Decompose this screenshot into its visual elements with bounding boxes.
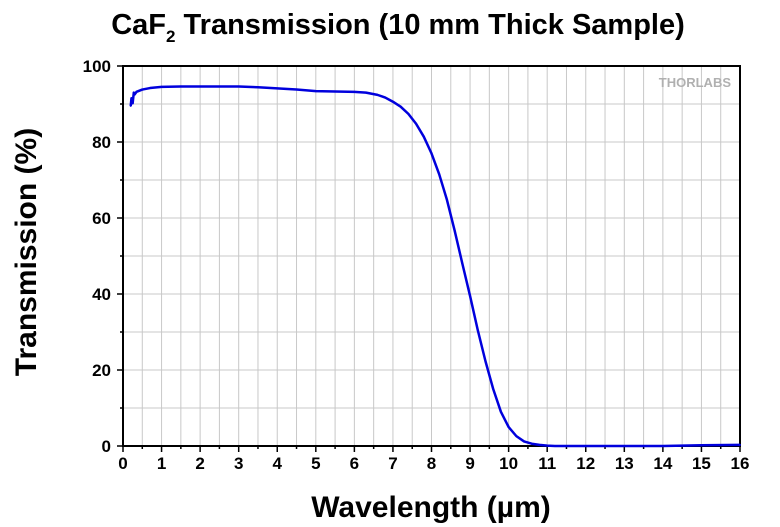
x-tick-label: 1 (157, 454, 166, 473)
data-point (399, 105, 402, 108)
data-point (469, 294, 472, 297)
data-point (538, 443, 541, 446)
chart-title: CaF2 Transmission (10 mm Thick Sample) (111, 9, 685, 46)
data-point (700, 444, 703, 447)
data-point (129, 104, 132, 107)
x-tick-label: 11 (538, 454, 556, 473)
data-point (276, 87, 279, 90)
y-tick-label: 40 (92, 285, 111, 304)
data-point (314, 90, 317, 93)
x-tick-label: 6 (350, 454, 359, 473)
y-tick-labels: 0 20 40 60 80 100 (83, 57, 111, 456)
x-tick-label: 15 (692, 454, 711, 473)
data-point (353, 90, 356, 93)
data-point (523, 440, 526, 443)
data-point (131, 102, 134, 105)
y-axis-label: Transmission (%) (10, 128, 43, 376)
data-point (135, 90, 138, 93)
x-tick-label: 7 (388, 454, 397, 473)
x-tick-labels: 0 1 2 3 4 5 6 7 8 9 10 11 12 13 14 15 16 (118, 454, 749, 473)
data-point (453, 229, 456, 232)
data-point (295, 88, 298, 91)
title-main: CaF (111, 9, 166, 41)
data-point (384, 96, 387, 99)
data-point (507, 426, 510, 428)
grid (123, 66, 740, 446)
data-point (179, 85, 182, 88)
data-point (237, 85, 240, 88)
x-tick-label: 3 (234, 454, 243, 473)
data-point (515, 435, 518, 438)
data-point (445, 198, 448, 201)
y-tick-label: 100 (83, 57, 111, 76)
data-point (499, 410, 502, 413)
x-tick-label: 9 (465, 454, 474, 473)
y-tick-label: 60 (92, 209, 111, 228)
data-point (584, 445, 587, 447)
data-point (565, 445, 568, 447)
data-point (415, 122, 418, 125)
data-point (132, 91, 135, 94)
x-axis-label: Wavelength (µm) (311, 491, 551, 524)
data-point (461, 262, 464, 265)
data-point (199, 85, 202, 88)
data-point (422, 135, 425, 138)
data-point (739, 443, 741, 446)
data-point (623, 445, 626, 447)
data-point (141, 88, 144, 91)
x-tick-label: 2 (195, 454, 204, 473)
title-subscript: 2 (166, 27, 175, 46)
data-point (492, 388, 495, 390)
x-tick-label: 0 (118, 454, 127, 473)
x-tick-label: 8 (427, 454, 436, 473)
data-point (530, 442, 533, 445)
y-tick-label: 0 (102, 437, 111, 456)
data-point (148, 87, 151, 90)
data-point (130, 97, 133, 100)
data-point (218, 85, 221, 88)
data-point (476, 329, 479, 332)
data-point (438, 173, 441, 176)
data-point (334, 90, 337, 93)
title-rest: Transmission (10 mm Thick Sample) (175, 9, 684, 41)
x-tick-label: 10 (499, 454, 518, 473)
data-point (137, 90, 140, 93)
series-points (129, 85, 741, 447)
transmission-series-line (129, 85, 741, 448)
data-point (256, 86, 259, 89)
data-point (133, 93, 136, 96)
y-tick-label: 20 (92, 361, 111, 380)
x-tick-label: 4 (273, 454, 283, 473)
thorlabs-logo: THORLABS (659, 75, 732, 90)
data-point (160, 85, 163, 88)
x-tick-label: 14 (653, 454, 672, 473)
data-point (484, 360, 487, 363)
x-tick-label: 16 (731, 454, 750, 473)
data-point (430, 152, 433, 155)
data-point (364, 91, 367, 94)
data-point (661, 445, 664, 447)
data-point (553, 445, 556, 447)
y-tick-label: 80 (92, 133, 111, 152)
data-point (376, 93, 379, 96)
x-tick-label: 12 (576, 454, 595, 473)
data-point (391, 100, 394, 103)
axis-ticks (117, 65, 741, 452)
x-tick-label: 5 (311, 454, 320, 473)
data-point (407, 112, 410, 115)
x-tick-label: 13 (615, 454, 634, 473)
data-point (546, 444, 549, 447)
